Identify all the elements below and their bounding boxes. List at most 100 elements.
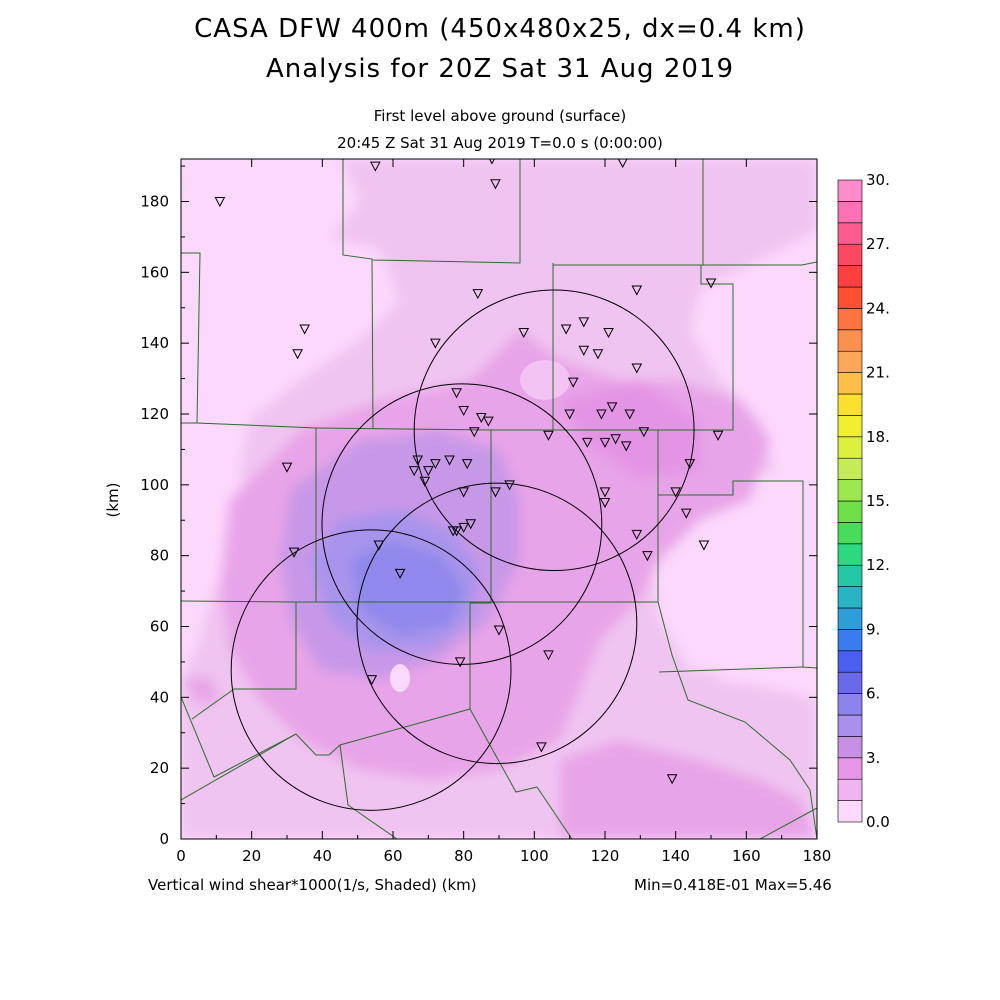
station-marker [366,675,378,686]
x-tick-label: 180 [803,847,832,865]
colorbar-cell [837,286,863,309]
colorbar-cell [837,500,863,523]
station-marker [214,197,226,208]
station-marker [712,430,724,441]
station-markers [214,159,724,785]
colorbar-label: 6. [866,685,880,703]
colorbar-label: 9. [866,620,880,638]
station-marker [543,650,554,661]
y-tick-label: 160 [140,263,169,281]
y-axis: 0 20 40 60 80 100 120 140 160 180 [140,165,817,848]
station-marker [582,437,593,448]
station-marker [468,427,480,438]
station-marker [624,409,636,420]
y-tick-label: 60 [150,618,169,636]
colorbar-cell [837,329,863,352]
x-tick-label: 60 [383,847,402,865]
station-marker [458,487,469,498]
radar-ring-4 [230,529,512,811]
station-marker [288,547,300,558]
colorbar-cell [837,736,863,759]
y-tick-label: 40 [150,688,169,706]
station-marker [490,487,501,498]
colorbar-cell [837,629,863,652]
x-tick-label: 0 [176,847,186,865]
colorbar-cell [837,372,863,395]
station-marker [599,487,611,498]
minmax-label: Min=0.418E-01 Max=5.46 [634,876,832,894]
shear-field [181,159,817,839]
colorbar-label: 0.0 [866,813,890,831]
station-marker [423,466,434,477]
station-marker [483,416,494,427]
station-marker [610,434,621,445]
y-tick-label: 80 [150,547,169,565]
station-marker [578,345,590,356]
station-marker [642,551,653,562]
colorbar-cell [837,693,863,716]
colorbar-cell [837,522,863,545]
colorbar-cell [837,265,863,288]
station-marker [504,480,515,491]
station-marker [518,328,530,339]
colorbar-label: 24. [866,299,890,317]
x-tick-label: 140 [661,847,690,865]
x-tick-label: 80 [454,847,473,865]
station-marker [465,519,477,530]
station-marker [472,289,484,300]
y-tick-label: 100 [140,476,169,494]
station-marker [430,338,441,349]
colorbar-cell [837,586,863,609]
station-marker [292,349,303,360]
colorbar-cell [837,800,863,823]
y-axis-label: (km) [104,482,122,517]
y-tick-label: 180 [140,193,169,211]
colorbar-cell [837,179,863,202]
station-marker [620,441,632,452]
station-marker [412,455,424,466]
level-label: First level above ground (surface) [373,107,627,125]
station-marker [599,437,611,448]
field-label: Vertical wind shear*1000(1/s, Shaded) (k… [148,876,477,894]
station-marker [444,455,455,466]
station-marker [631,285,643,296]
station-marker [461,459,473,470]
radar-ring-2 [321,383,603,665]
station-marker [394,568,406,579]
station-marker [638,427,650,438]
colorbar-cell [837,778,863,801]
chart-subtitle: Analysis for 20Z Sat 31 Aug 2019 [265,54,734,84]
station-marker [560,324,572,335]
x-tick-label: 120 [591,847,620,865]
colorbar-cell [837,415,863,438]
station-marker [370,161,381,172]
station-marker [596,409,607,420]
station-marker [680,508,692,519]
station-marker [536,742,547,753]
radar-rings [230,289,695,811]
colorbar-cell [837,308,863,331]
colorbar-cell [837,607,863,630]
station-marker [419,476,431,487]
colorbar-cell [837,479,863,502]
colorbar-cell [837,201,863,224]
station-marker [458,405,469,417]
radar-ring-1 [413,289,695,572]
station-marker [373,540,385,551]
station-marker [666,774,678,785]
colorbar: 0.0 3. 6. 9. 12. 15. 18. 21. 24. 27. 30. [837,171,890,831]
x-axis: 0 20 40 60 80 100 120 140 160 180 [176,159,831,865]
radar-ring-3 [356,482,638,765]
station-marker [454,657,466,668]
station-marker [451,526,462,537]
station-marker [603,328,614,339]
colorbar-cell [837,714,863,737]
colorbar-cell [837,350,863,373]
colorbar-label: 18. [866,428,890,446]
station-marker [684,459,696,470]
colorbar-cell [837,564,863,587]
station-marker [578,317,590,328]
station-marker [599,498,611,509]
x-tick-label: 160 [732,847,761,865]
